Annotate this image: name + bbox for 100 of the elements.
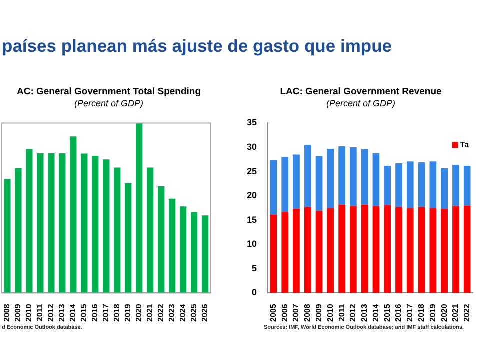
x-tick-label: 2021 xyxy=(146,304,155,322)
bar xyxy=(372,153,380,206)
bar xyxy=(430,208,437,294)
bar xyxy=(452,206,460,294)
x-tick-label: 2014 xyxy=(371,304,380,322)
x-tick-label: 2020 xyxy=(440,304,449,322)
x-tick-label: 2008 xyxy=(2,304,12,322)
bar xyxy=(59,153,66,294)
x-tick-label: 2005 xyxy=(268,304,278,322)
bar xyxy=(384,166,392,206)
x-tick-label: 2018 xyxy=(112,304,122,322)
bar xyxy=(316,156,323,212)
bar xyxy=(169,198,176,294)
x-tick-label: 2016 xyxy=(394,304,404,322)
bar xyxy=(202,216,209,294)
x-tick-label: 2019 xyxy=(124,304,133,322)
bar xyxy=(304,207,312,294)
bar xyxy=(4,179,11,294)
bar xyxy=(441,168,448,210)
bar xyxy=(15,168,22,294)
bar xyxy=(441,209,448,294)
y-tick-label: 5 xyxy=(252,263,258,274)
bar xyxy=(338,146,346,205)
x-tick-label: 2009 xyxy=(314,304,324,322)
bar xyxy=(327,148,334,208)
y-tick-label: 30 xyxy=(246,142,258,152)
x-tick-label: 2012 xyxy=(46,304,56,322)
bar xyxy=(452,164,460,206)
bar xyxy=(270,215,278,294)
y-tick-label: 25 xyxy=(246,166,258,176)
bar xyxy=(396,207,402,294)
bar xyxy=(464,166,471,206)
bar xyxy=(464,206,471,294)
legend-label: Ta xyxy=(460,140,470,150)
bar xyxy=(361,204,368,294)
x-tick-label: 2022 xyxy=(156,304,166,322)
bar xyxy=(418,162,426,208)
bar xyxy=(158,186,165,294)
bar xyxy=(327,208,334,294)
y-tick-label: 20 xyxy=(246,190,258,201)
x-tick-label: 2016 xyxy=(90,304,100,322)
bar xyxy=(125,183,132,294)
x-tick-label: 2010 xyxy=(326,304,335,322)
y-tick-label: 15 xyxy=(246,214,258,225)
chart-title: AC: General Government Total Spending xyxy=(16,86,202,98)
bar xyxy=(372,206,380,294)
bar xyxy=(350,206,357,294)
bar xyxy=(70,136,77,294)
bar xyxy=(361,149,368,205)
x-tick-label: 2018 xyxy=(416,304,426,322)
bar xyxy=(338,204,346,294)
x-tick-label: 2025 xyxy=(190,304,199,322)
x-tick-label: 2007 xyxy=(292,304,301,322)
bar xyxy=(26,149,33,294)
chart-subtitle: (Percent of GDP) xyxy=(74,98,144,108)
bar xyxy=(147,168,154,294)
chart-title: LAC: General Government Revenue xyxy=(280,86,442,98)
bar xyxy=(396,164,402,208)
y-tick-label: 35 xyxy=(246,118,258,128)
x-tick-label: 2012 xyxy=(348,304,358,322)
bar xyxy=(282,157,289,212)
x-tick-label: 2011 xyxy=(36,304,45,322)
bar xyxy=(304,145,312,208)
x-tick-label: 2017 xyxy=(406,304,415,322)
x-tick-label: 2022 xyxy=(462,304,472,322)
x-tick-label: 2020 xyxy=(134,304,144,322)
bar xyxy=(430,162,437,208)
bar xyxy=(406,208,414,294)
bar xyxy=(293,154,300,209)
x-tick-label: 2024 xyxy=(178,304,188,322)
x-tick-label: 2006 xyxy=(280,304,290,322)
bar xyxy=(114,168,121,294)
x-tick-label: 2009 xyxy=(14,304,23,322)
x-tick-label: 2021 xyxy=(451,304,460,322)
x-tick-label: 2019 xyxy=(428,304,438,322)
bar xyxy=(81,154,88,294)
bar xyxy=(48,153,55,294)
text: países planean más ajuste de gasto que impue xyxy=(2,36,392,57)
x-tick-label: 2015 xyxy=(80,304,89,322)
bar xyxy=(37,153,44,294)
bar xyxy=(270,160,278,215)
x-tick-label: 2014 xyxy=(68,304,78,322)
bar xyxy=(350,147,357,206)
bar xyxy=(103,160,110,294)
x-tick-label: 2017 xyxy=(102,304,111,322)
x-tick-label: 2010 xyxy=(24,304,34,322)
x-tick-label: 2015 xyxy=(382,304,392,322)
bar xyxy=(293,208,300,294)
y-tick-label: 0 xyxy=(252,288,258,298)
bar xyxy=(316,211,323,294)
bar xyxy=(92,156,99,294)
bar xyxy=(384,205,392,294)
x-tick-label: 2011 xyxy=(337,304,346,322)
bar xyxy=(180,206,187,294)
bar xyxy=(191,212,198,294)
x-tick-label: 2008 xyxy=(303,304,312,322)
bar xyxy=(282,212,289,294)
x-tick-label: 2026 xyxy=(200,304,210,322)
bar xyxy=(136,123,143,294)
x-tick-label: 2023 xyxy=(168,304,177,322)
